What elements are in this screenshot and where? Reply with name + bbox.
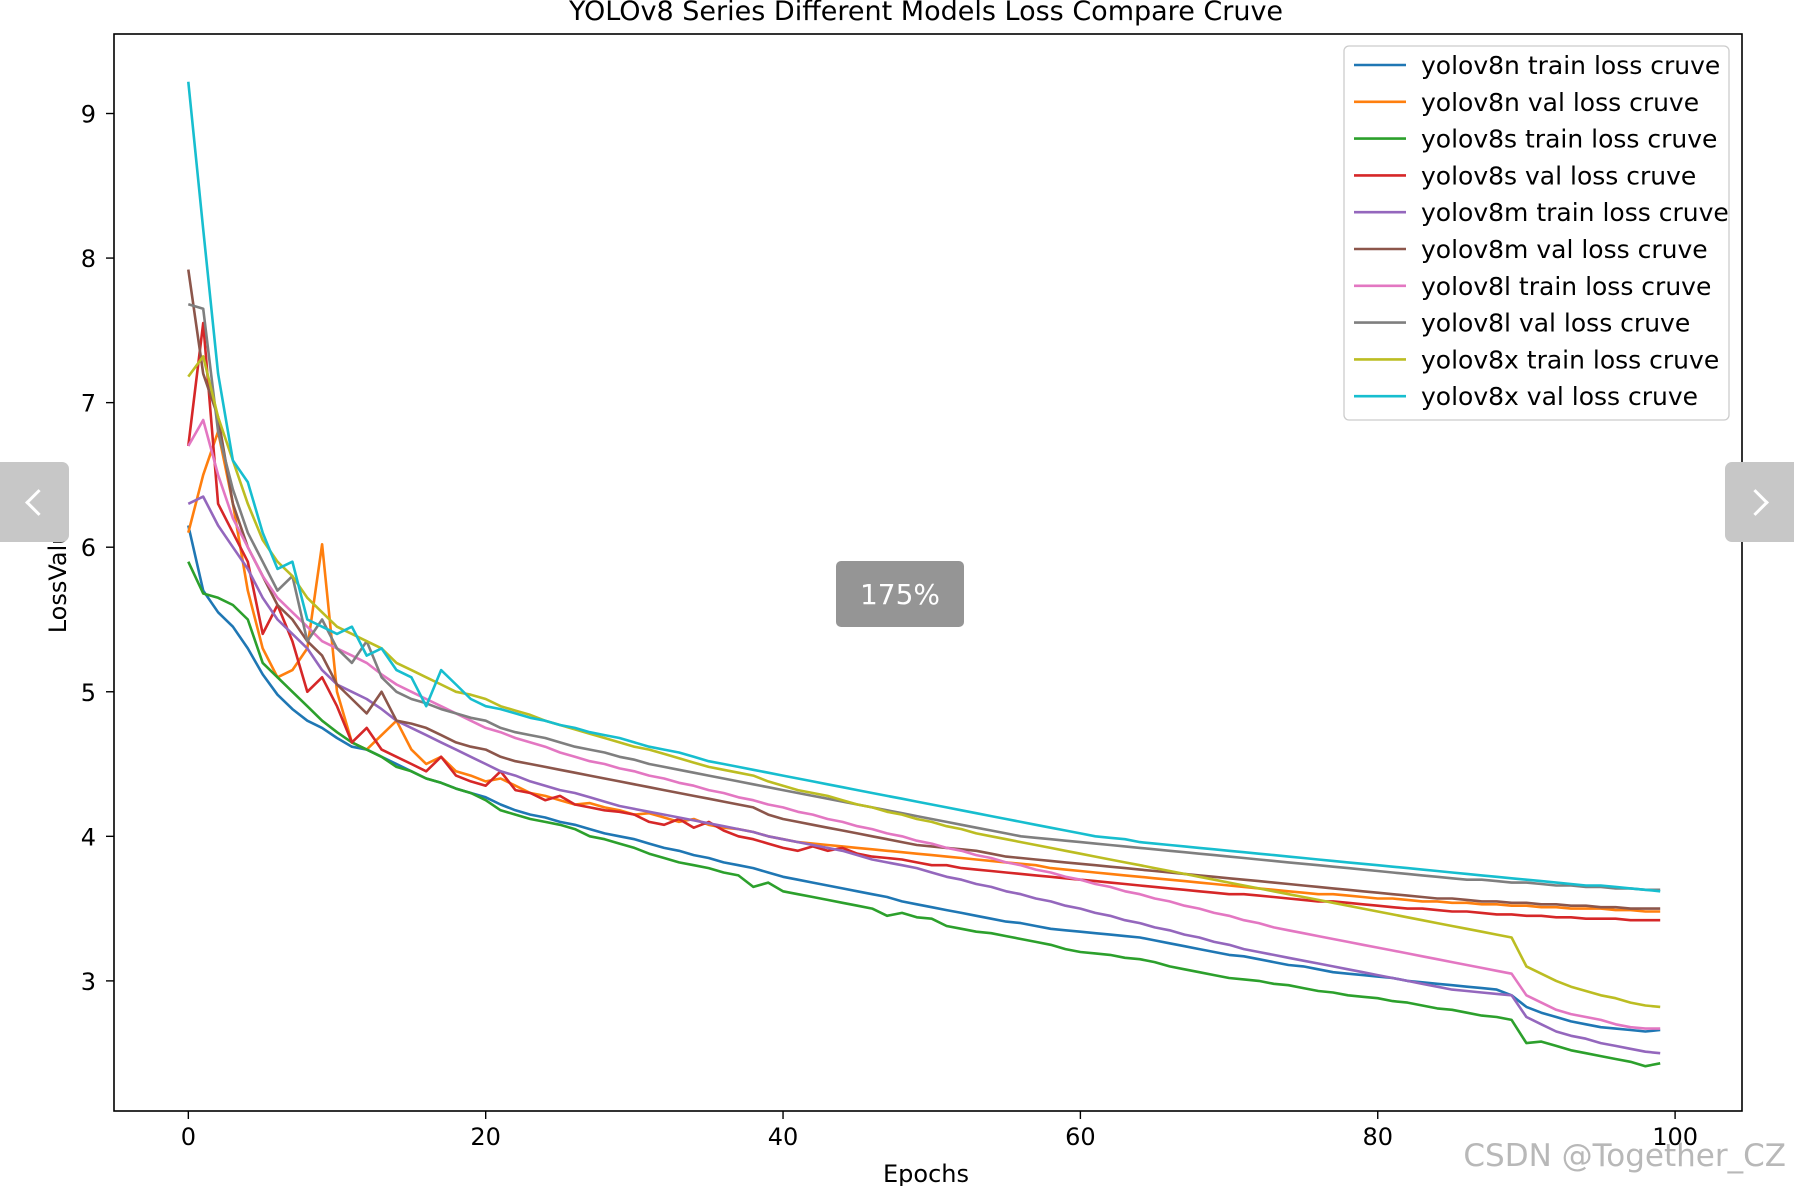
y-tick-label: 5 [81,679,96,707]
series-line [187,269,1661,910]
y-tick-label: 7 [81,390,96,418]
series-line [187,495,1661,1055]
chevron-left-icon [25,488,52,516]
legend-label: yolov8s val loss cruve [1421,161,1696,190]
x-tick-label: 0 [181,1123,196,1151]
x-tick-label: 20 [470,1123,501,1151]
plot-frame [113,33,1743,1112]
zoom-level-badge: 175% [836,561,964,627]
x-axis: 0 20 40 60 80 100 [181,1111,1698,1151]
y-tick-label: 4 [81,823,96,851]
legend-label: yolov8l val loss cruve [1421,309,1690,338]
y-tick-label: 6 [81,534,96,562]
x-tick-label: 80 [1362,1123,1393,1151]
x-axis-label: Epochs [883,1160,969,1186]
legend-label: yolov8x val loss cruve [1421,382,1698,411]
series-line [187,561,1661,1068]
series-line [187,321,1661,922]
y-axis: 3 4 5 6 7 8 9 [81,101,114,996]
series-line [187,355,1661,1009]
next-image-button[interactable] [1725,462,1794,542]
y-tick-label: 3 [81,968,96,996]
x-tick-label: 60 [1065,1123,1096,1151]
series-line [187,81,1661,893]
y-tick-label: 8 [81,245,96,273]
legend-label: yolov8s train loss cruve [1421,125,1717,154]
y-tick-label: 9 [81,101,96,129]
series-layer [187,81,1661,1068]
legend: yolov8n train loss cruve yolov8n val loss… [1343,45,1730,421]
series-line [187,430,1661,913]
legend-label: yolov8n train loss cruve [1421,51,1720,80]
legend-label: yolov8m val loss cruve [1421,235,1708,264]
prev-image-button[interactable] [0,462,69,542]
legend-label: yolov8x train loss cruve [1421,345,1719,374]
chart-title: YOLOv8 Series Different Models Loss Comp… [568,0,1283,27]
x-tick-label: 100 [1652,1123,1698,1151]
watermark: CSDN @Together_CZ [1463,1138,1786,1174]
x-tick-label: 40 [768,1123,799,1151]
chevron-right-icon [1742,488,1769,516]
legend-box [1343,45,1730,421]
series-line [187,303,1661,892]
legend-label: yolov8l train loss cruve [1421,272,1711,301]
series-line [187,418,1661,1030]
legend-label: yolov8m train loss cruve [1421,198,1729,227]
legend-label: yolov8n val loss cruve [1421,88,1699,117]
